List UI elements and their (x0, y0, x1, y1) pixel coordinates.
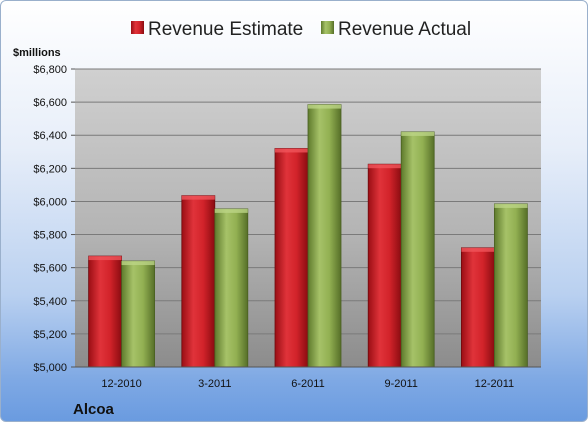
legend-label-estimate: Revenue Estimate (148, 19, 303, 40)
legend-label-actual: Revenue Actual (338, 19, 471, 40)
bar-estimate-9-2011 (367, 163, 402, 368)
y-tick-label: $5,000 (33, 362, 67, 374)
y-axis-ticks: $5,000 $5,200 $5,400 $5,600 $5,800 $6,000 $6,2… (33, 64, 75, 374)
bar-estimate-6-2011 (274, 148, 309, 368)
y-tick-label: $5,800 (33, 230, 67, 242)
bar-top-highlight (181, 195, 215, 200)
bar-top-highlight (308, 104, 341, 109)
x-category-label: 9-2011 (384, 378, 417, 390)
bar-actual-12-2011 (493, 203, 528, 368)
bars (88, 104, 528, 368)
bar-top-highlight (461, 247, 495, 252)
y-tick-label: $6,800 (33, 64, 67, 76)
y-tick-label: $6,600 (33, 97, 67, 109)
bar-top-highlight (88, 256, 122, 261)
bar-estimate-3-2011 (181, 195, 216, 368)
y-tick-label: $6,400 (33, 130, 67, 142)
bar-actual-12-2010 (121, 260, 155, 368)
x-category-label: 12-2010 (101, 378, 141, 390)
bar-top-highlight (214, 208, 248, 213)
y-tick-label: $5,600 (33, 263, 67, 275)
legend-swatch-actual (321, 21, 334, 34)
bar-estimate-12-2010 (88, 255, 122, 368)
bar-estimate-12-2011 (460, 247, 495, 368)
bar-top-highlight (275, 148, 308, 153)
x-category-label: 6-2011 (291, 378, 324, 390)
bar-top-highlight (368, 164, 402, 169)
bar-top-highlight (401, 131, 435, 136)
bar-actual-3-2011 (214, 208, 249, 368)
x-axis-categories: 12-2010 3-2011 6-2011 9-2011 12-2011 (101, 378, 514, 390)
y-tick-label: $6,200 (33, 163, 67, 175)
y-axis-unit-label: $millions (13, 47, 61, 59)
bar-top-highlight (121, 261, 155, 266)
x-category-label: 12-2011 (475, 378, 515, 390)
legend: Revenue Estimate Revenue Actual (131, 19, 471, 40)
bar-actual-6-2011 (307, 104, 342, 368)
y-tick-label: $6,000 (33, 196, 67, 208)
bar-actual-9-2011 (400, 131, 435, 368)
y-tick-label: $5,400 (33, 296, 67, 308)
legend-swatch-estimate (131, 21, 144, 34)
x-category-label: 3-2011 (198, 378, 231, 390)
y-tick-label: $5,200 (33, 329, 67, 341)
company-label: Alcoa (73, 401, 115, 418)
bar-top-highlight (494, 203, 528, 208)
